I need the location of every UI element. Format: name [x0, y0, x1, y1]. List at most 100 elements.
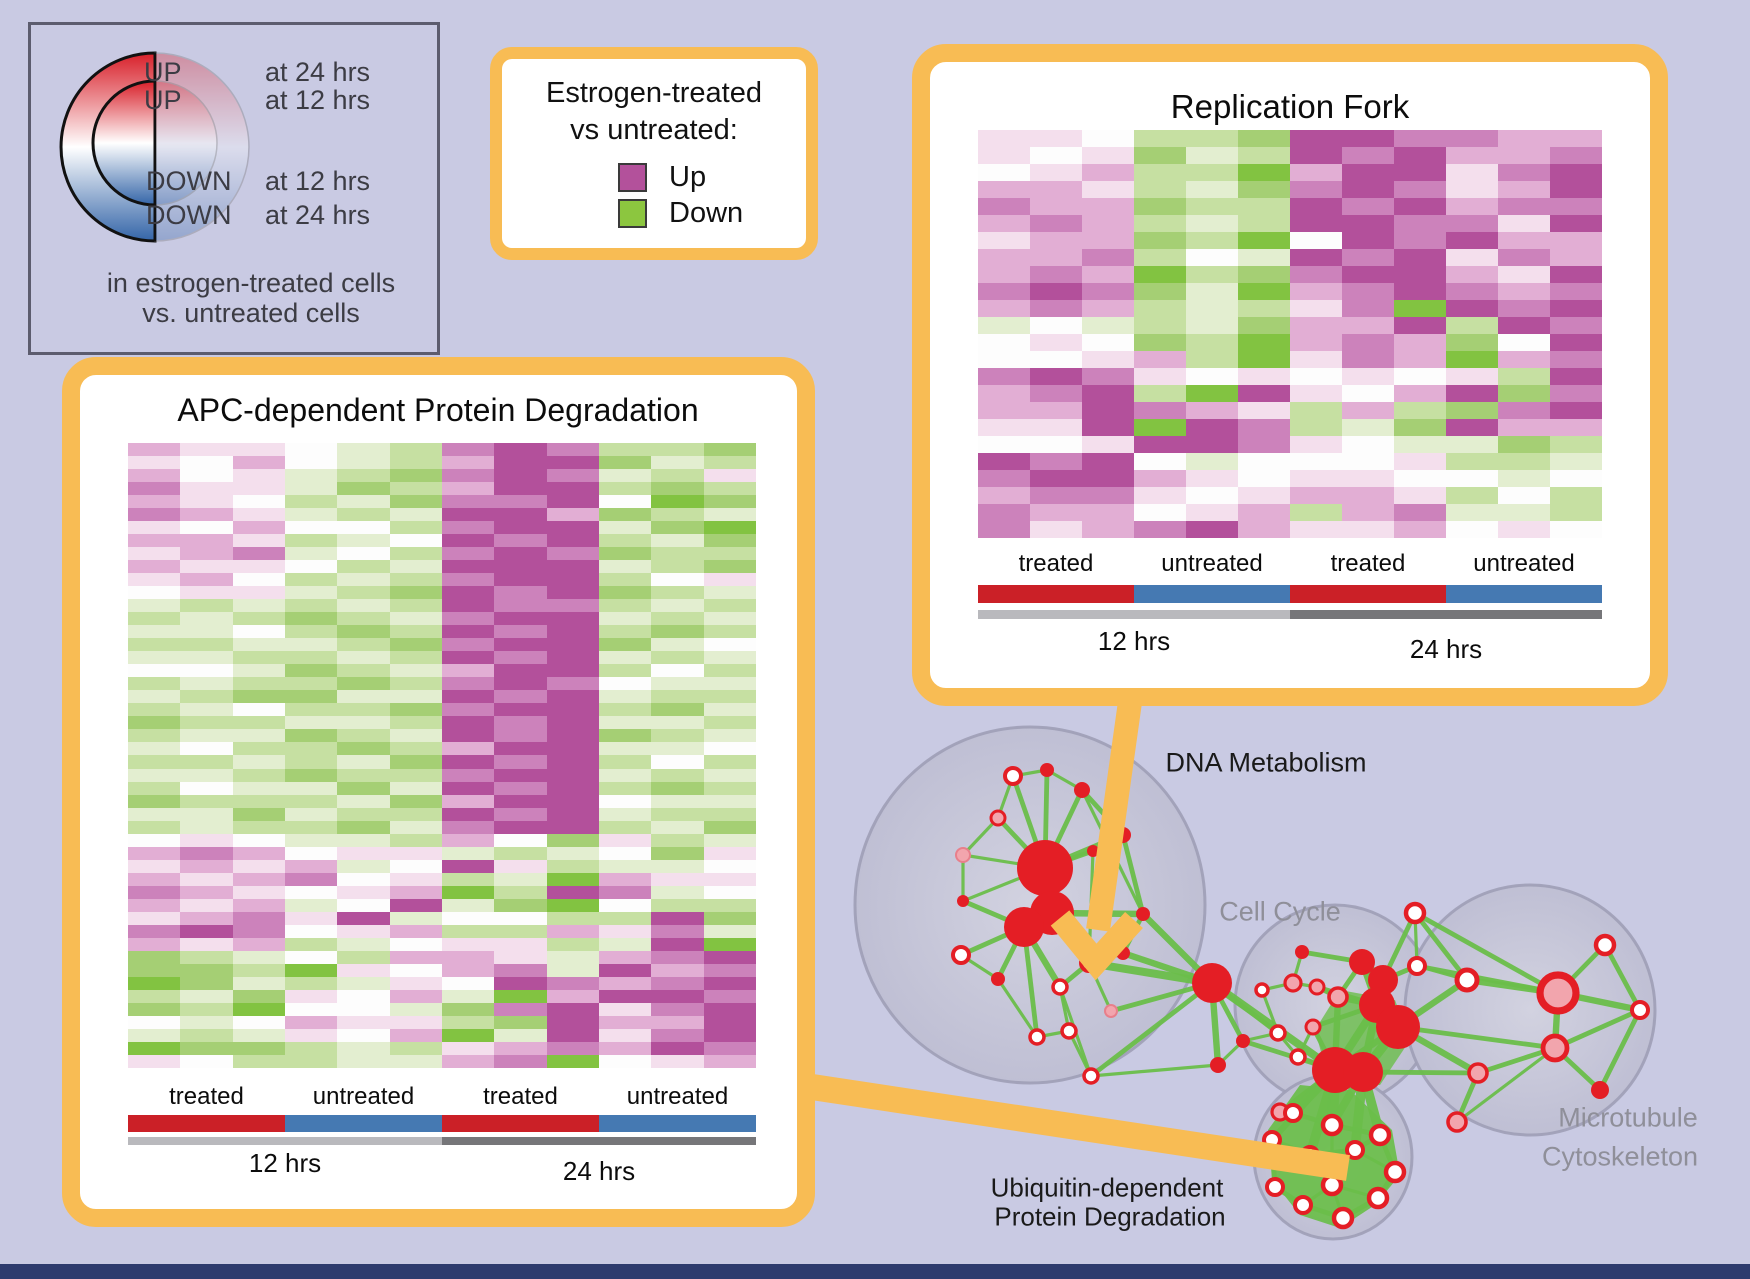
heatmap-cell [1394, 130, 1446, 147]
heatmap-cell [703, 703, 756, 717]
heatmap-cell [703, 560, 756, 574]
legend-dir-down-12: DOWN [146, 166, 232, 196]
heatmap-cell [128, 1028, 181, 1042]
heatmap-cell [494, 560, 547, 574]
heatmap-cell [703, 755, 756, 769]
heatmap-cell [651, 833, 704, 847]
heatmap-cell [232, 547, 285, 561]
heatmap-cell [1290, 419, 1342, 436]
condition-label-untreated-1: untreated [1161, 550, 1263, 577]
heatmap-cell [651, 482, 704, 496]
heatmap-cell [1498, 470, 1550, 487]
heatmap-cell [703, 885, 756, 899]
heatmap-cell [1498, 351, 1550, 368]
heatmap-cell [337, 755, 390, 769]
heatmap-cell [180, 950, 233, 964]
heatmap-cell [232, 716, 285, 730]
heatmap-cell [1342, 470, 1394, 487]
heatmap-cell [1134, 487, 1186, 504]
heatmap-cell [128, 469, 181, 483]
heatmap-cell [180, 1015, 233, 1029]
heatmap-cell [598, 729, 652, 743]
heatmap-cell [494, 911, 547, 925]
heatmap-cell [232, 963, 285, 977]
heatmap-cell [1342, 436, 1394, 453]
gene-node-pink [955, 847, 971, 863]
heatmap-cell [598, 625, 652, 639]
heatmap-cell [1394, 317, 1446, 334]
heatmap-cell [546, 716, 599, 730]
heatmap-cell [978, 504, 1030, 521]
heatmap-cell [232, 794, 285, 808]
heatmap-cell [598, 976, 652, 990]
heatmap-cell [180, 547, 233, 561]
heatmap-cell [1186, 402, 1238, 419]
network-edge [1597, 1008, 1643, 1092]
network-edge [1554, 1007, 1641, 1051]
heatmap-cell [598, 1028, 652, 1042]
heatmap-cell [232, 989, 285, 1003]
heatmap-cell [232, 781, 285, 795]
gene-node-solid [1040, 763, 1054, 777]
heatmap-cell [494, 599, 547, 613]
heatmap-cell [598, 950, 652, 964]
heatmap-cell [1498, 181, 1550, 198]
gene-node-solid [1192, 963, 1232, 1003]
heatmap-cell [494, 508, 547, 522]
heatmap-cell [232, 573, 285, 587]
heatmap-cell [389, 534, 442, 548]
heatmap-cell [598, 989, 652, 1003]
heatmap-cell [1186, 521, 1238, 538]
heatmap-cell [598, 573, 652, 587]
heatmap-cell [1446, 147, 1498, 164]
heatmap-cell [128, 820, 181, 834]
gene-node-ringpink [1536, 971, 1580, 1015]
heatmap-cell [703, 1002, 756, 1016]
heatmap-cell [1290, 317, 1342, 334]
replication-panel-title: Replication Fork [1170, 88, 1410, 125]
heatmap-cell [1342, 283, 1394, 300]
heatmap-cell [1342, 300, 1394, 317]
heatmap-cell [284, 690, 338, 704]
heatmap-cell [1030, 181, 1082, 198]
heatmap-cell [546, 846, 599, 860]
heatmap-cell [1446, 215, 1498, 232]
heatmap-cell [546, 755, 599, 769]
heatmap-cell [598, 755, 652, 769]
heatmap-cell [703, 1028, 756, 1042]
heatmap-cell [1550, 147, 1602, 164]
heatmap-cell [284, 729, 338, 743]
heatmap-cell [441, 729, 495, 743]
gene-node-ring [1289, 1048, 1307, 1066]
heatmap-cell [232, 651, 285, 665]
heatmap-cell [441, 976, 495, 990]
heatmap-cell [284, 716, 338, 730]
heatmap-cell [1342, 147, 1394, 164]
gene-node-ringpink [1446, 1111, 1468, 1133]
heatmap-cell [978, 351, 1030, 368]
heatmap-cell [441, 690, 495, 704]
legend-dir-down-24: DOWN [146, 200, 232, 230]
heatmap-cell [1238, 521, 1290, 538]
heatmap-cell [1550, 402, 1602, 419]
untreated-bar [1446, 585, 1602, 603]
heatmap-cell [651, 976, 704, 990]
heatmap-cell [1134, 147, 1186, 164]
heatmap-cell [1342, 181, 1394, 198]
heatmap-cell [651, 924, 704, 938]
heatmap-cell [546, 521, 599, 535]
heatmap-cell [703, 1041, 756, 1055]
condition-label-untreated-1: untreated [312, 1083, 415, 1110]
heatmap-cell [337, 456, 390, 470]
heatmap-cell [284, 625, 338, 639]
heatmap-cell [651, 651, 704, 665]
heatmap-cell [337, 989, 390, 1003]
heatmap-cell [598, 820, 652, 834]
heatmap-cell [651, 560, 704, 574]
heatmap-cell [128, 651, 181, 665]
gene-node-ringpink [1304, 1018, 1322, 1036]
heatmap-cell [441, 677, 495, 691]
heatmap-cell [598, 833, 652, 847]
heatmap-cell [441, 547, 495, 561]
heatmap-cell [1030, 215, 1082, 232]
